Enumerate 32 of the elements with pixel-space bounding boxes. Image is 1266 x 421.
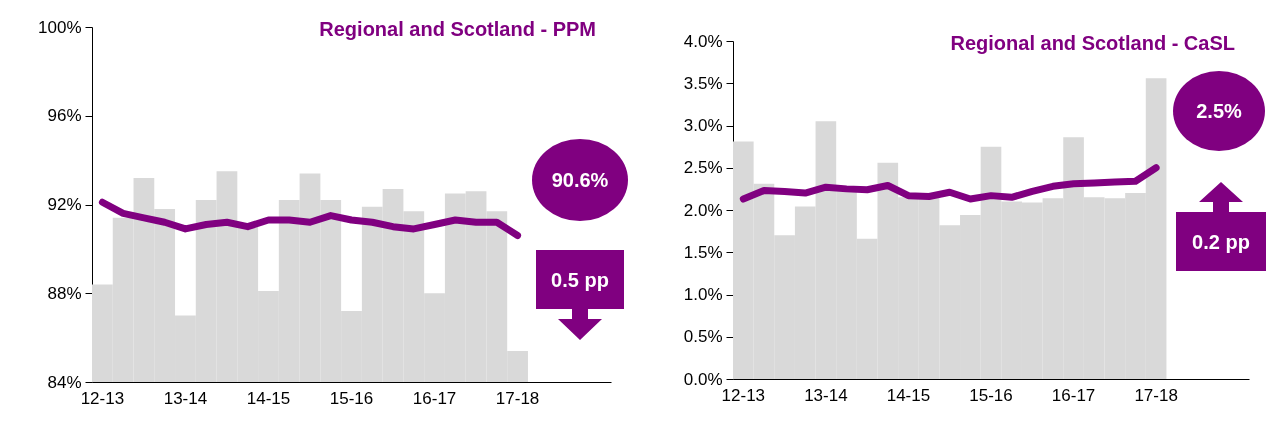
y-tick-label: 88%: [47, 283, 82, 303]
x-tick-label: 15-16: [969, 385, 1013, 405]
chart-title: Regional and Scotland - CaSL: [950, 32, 1235, 54]
x-tick-label: 17-18: [495, 388, 540, 408]
x-tick-label: 14-15: [246, 388, 291, 408]
x-tick-label: 12-13: [80, 388, 125, 408]
x-tick-label: 13-14: [163, 388, 208, 408]
y-tick-label: 96%: [47, 106, 82, 126]
x-tick-label: 12-13: [721, 385, 766, 405]
annotation: 2.5%: [1195, 99, 1243, 123]
y-tick-label: 3.5%: [683, 73, 723, 93]
annotation: 0.5 pp: [550, 267, 610, 292]
y-tick-label: 2.5%: [683, 158, 723, 178]
y-tick-label: 100%: [38, 17, 82, 37]
annotation: 0.2 pp: [1191, 229, 1251, 254]
x-tick-label: 16-17: [412, 388, 457, 408]
y-tick-label: 0.5%: [683, 327, 723, 347]
y-tick-label: 92%: [47, 195, 82, 214]
annotation: 90.6%: [550, 168, 610, 192]
x-tick-label: 14-15: [886, 385, 931, 405]
y-tick-label: 1.5%: [683, 242, 723, 262]
y-tick-label: 0.0%: [683, 369, 723, 389]
x-tick-label: 13-14: [804, 385, 848, 405]
x-tick-label: 15-16: [329, 388, 374, 408]
y-tick-label: 3.0%: [683, 116, 723, 135]
x-tick-label: 16-17: [1051, 385, 1096, 405]
chart-title: Regional and Scotland - PPM: [319, 18, 596, 40]
y-tick-label: 84%: [47, 372, 82, 392]
x-tick-label: 17-18: [1134, 385, 1178, 405]
y-tick-label: 1.0%: [683, 285, 723, 304]
y-tick-label: 4.0%: [683, 31, 723, 51]
y-tick-label: 2.0%: [683, 200, 723, 220]
